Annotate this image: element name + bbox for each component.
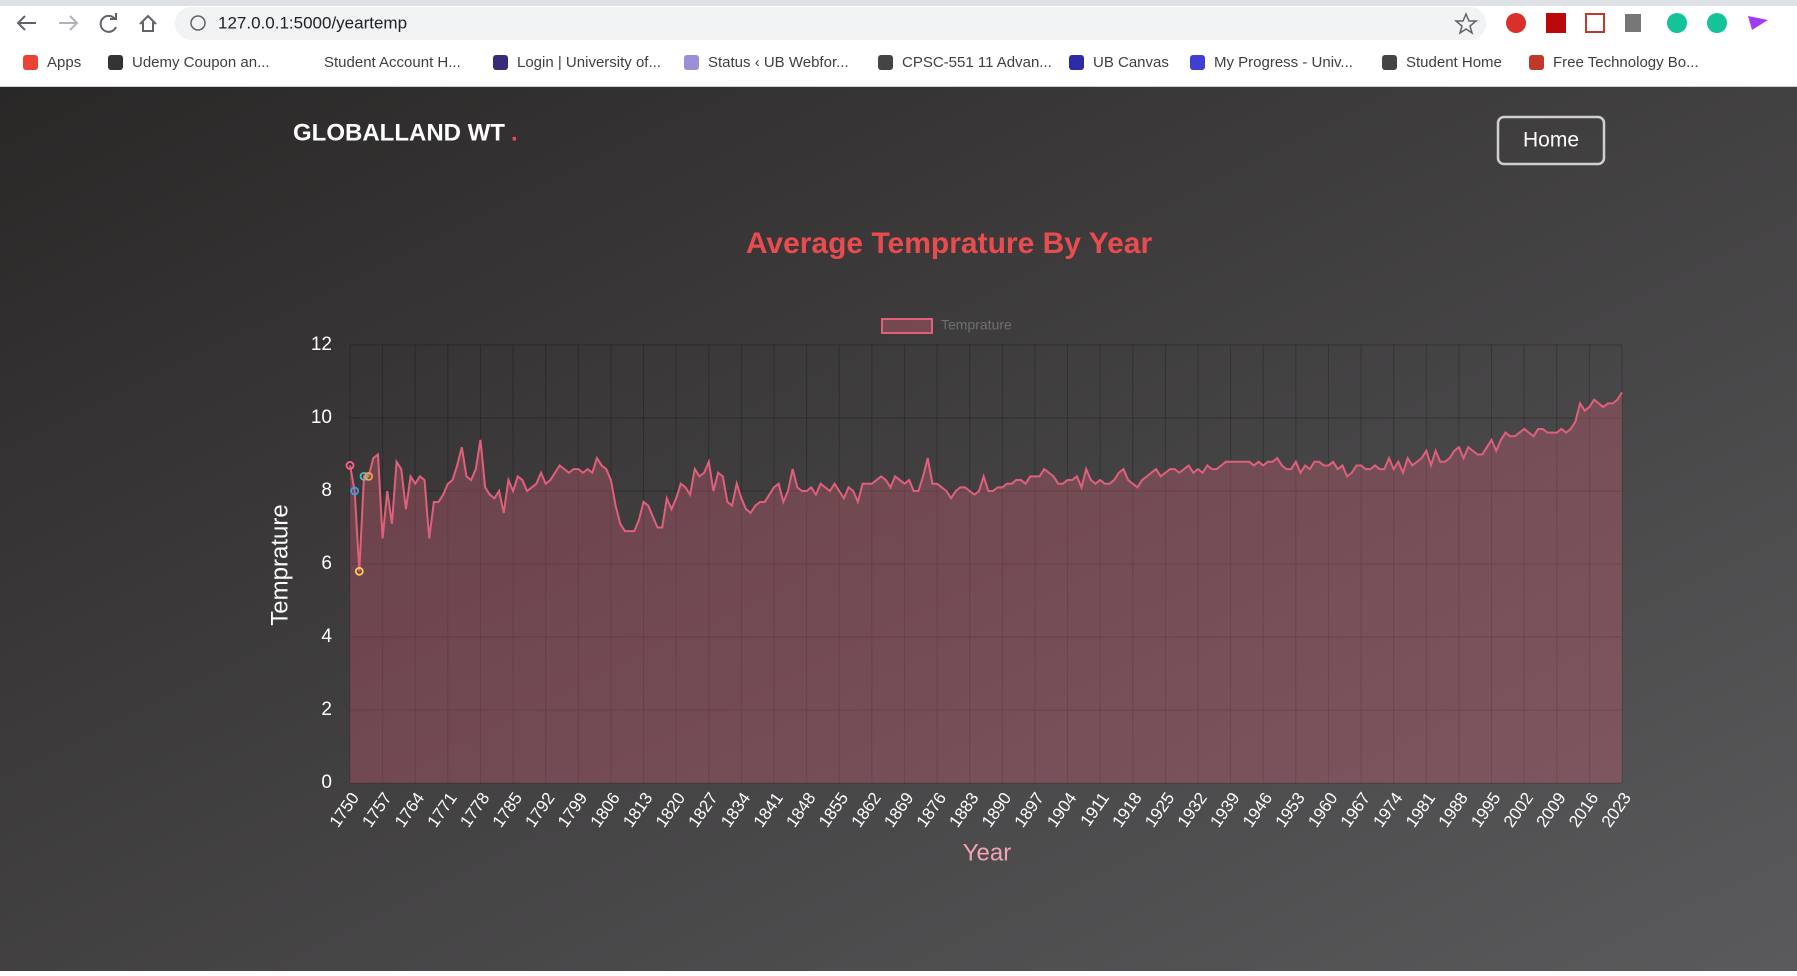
bookmark-icon[interactable] xyxy=(493,55,508,70)
bookmark-icon[interactable] xyxy=(1069,55,1084,70)
bookmark[interactable]: My Progress - Univ... xyxy=(1214,54,1353,71)
bookmark[interactable]: Login | University of... xyxy=(517,54,661,71)
bookmark[interactable]: UB Canvas xyxy=(1093,54,1169,71)
tab-strip xyxy=(0,0,1797,6)
site-info-icon[interactable] xyxy=(190,15,206,31)
legend-swatch[interactable] xyxy=(881,318,933,334)
bookmark[interactable]: Apps xyxy=(47,54,81,71)
data-point[interactable] xyxy=(354,566,364,576)
brand[interactable]: GLOBALLAND WT xyxy=(293,119,505,146)
bookmark-star[interactable] xyxy=(1453,12,1479,35)
bookmark-icon[interactable] xyxy=(23,55,38,70)
address-bar[interactable] xyxy=(175,7,1486,40)
bookmark-icon[interactable] xyxy=(878,55,893,70)
bookmark[interactable]: Free Technology Bo... xyxy=(1553,54,1699,71)
y-tick-label: 8 xyxy=(321,480,332,501)
page-background xyxy=(0,87,1797,971)
bookmark[interactable]: Status ‹ UB Webfor... xyxy=(708,54,849,71)
data-point[interactable] xyxy=(345,461,355,470)
url[interactable]: 127.0.0.1:5000/yeartemp xyxy=(218,13,407,32)
y-tick-label: 6 xyxy=(321,553,332,574)
bookmark[interactable]: Student Account H... xyxy=(324,54,461,71)
data-point[interactable] xyxy=(350,486,360,496)
bookmark-icon[interactable] xyxy=(108,55,123,70)
y-tick-label: 2 xyxy=(321,699,332,720)
bookmark-icon[interactable] xyxy=(684,55,699,70)
bookmark[interactable]: CPSC-551 11 Advan... xyxy=(902,54,1052,71)
extension-icons[interactable] xyxy=(1506,13,1768,33)
nav-icons[interactable] xyxy=(16,13,157,33)
data-point[interactable] xyxy=(364,471,374,481)
data-point[interactable] xyxy=(359,471,369,481)
y-tick-label: 4 xyxy=(321,626,332,647)
line xyxy=(349,391,1623,572)
bookmark-icon[interactable] xyxy=(1529,55,1544,70)
bookmark-icon[interactable] xyxy=(1382,55,1397,70)
home-button-label[interactable]: Home xyxy=(1523,129,1579,152)
bookmark[interactable]: Student Home xyxy=(1406,54,1502,71)
y-tick-label: 12 xyxy=(311,334,332,355)
y-tick-label: 0 xyxy=(321,772,332,793)
y-axis-title: Temprature xyxy=(266,504,293,625)
home-button[interactable] xyxy=(1496,115,1606,166)
legend-label[interactable]: Temprature xyxy=(941,317,1012,333)
bookmark-icon[interactable] xyxy=(1190,55,1205,70)
x-axis-title: Year xyxy=(963,839,1012,866)
area xyxy=(350,392,1622,783)
bookmarks-bar: Apps Udemy Coupon an... Student Account H.… xyxy=(23,54,1699,71)
bookmarks-border xyxy=(0,86,1797,87)
brand-dot: . xyxy=(511,119,518,146)
chart-title: Average Temprature By Year xyxy=(746,227,1153,260)
y-tick-label: 10 xyxy=(311,407,332,428)
bookmark[interactable]: Udemy Coupon an... xyxy=(132,54,270,71)
